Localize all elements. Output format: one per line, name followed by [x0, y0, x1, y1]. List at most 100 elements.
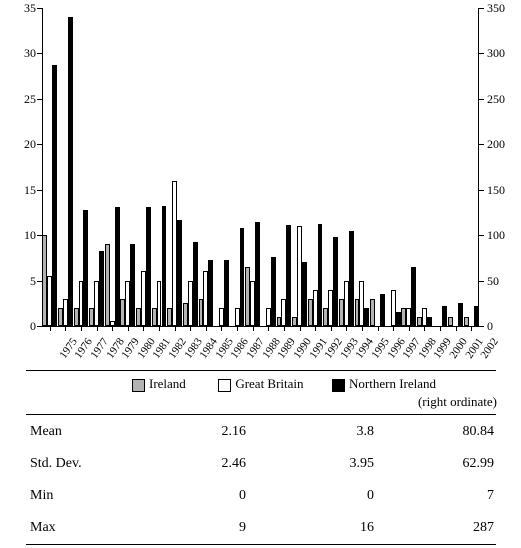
ytick-label-left: 30 [8, 46, 36, 61]
legend-swatch-ireland [132, 379, 145, 392]
chart: 0510152025303505010015020025030035019751… [42, 8, 479, 326]
xtick [268, 326, 269, 331]
xtick [128, 326, 129, 331]
xtick [409, 326, 410, 331]
bar-northern_ireland [411, 267, 416, 326]
bar-ireland [448, 317, 453, 326]
ytick-left [37, 190, 42, 191]
xtick [190, 326, 191, 331]
bar-northern_ireland [302, 262, 307, 326]
cell-ireland: 0 [206, 488, 246, 504]
ytick-left [37, 8, 42, 9]
bar-northern_ireland [99, 251, 104, 326]
bar-northern_ireland [130, 244, 135, 326]
bar-northern_ireland [442, 306, 447, 326]
cell-ireland: 2.16 [206, 424, 246, 440]
cell-ireland: 2.46 [206, 456, 246, 472]
cell-ireland: 9 [206, 520, 246, 536]
xtick [393, 326, 394, 331]
xtick [362, 326, 363, 331]
xtick [284, 326, 285, 331]
xtick [440, 326, 441, 331]
bar-northern_ireland [146, 207, 151, 326]
xtick [221, 326, 222, 331]
legend-label-ni: Northern Ireland [349, 376, 436, 391]
ytick-label-right: 300 [487, 46, 505, 61]
xtick [50, 326, 51, 331]
ytick-label-left: 10 [8, 228, 36, 243]
legend-label-gb: Great Britain [235, 376, 303, 391]
xtick [81, 326, 82, 331]
ytick-label-left: 5 [8, 274, 36, 289]
legend-label-ireland: Ireland [149, 376, 186, 391]
xtick [331, 326, 332, 331]
bar-northern_ireland [380, 294, 385, 326]
bar-northern_ireland [52, 65, 57, 326]
ytick-label-left: 20 [8, 137, 36, 152]
bar-northern_ireland [349, 231, 354, 326]
cell-gb: 16 [334, 520, 374, 536]
ytick-left [37, 235, 42, 236]
xtick [253, 326, 254, 331]
ytick-label-left: 25 [8, 92, 36, 107]
ytick-label-left: 35 [8, 1, 36, 16]
bar-northern_ireland [115, 207, 120, 326]
xtick [237, 326, 238, 331]
bar-northern_ireland [68, 17, 73, 326]
legend: Ireland Great Britain Northern Ireland (… [132, 376, 502, 392]
bar-northern_ireland [177, 220, 182, 326]
ytick-right [479, 144, 484, 145]
bar-northern_ireland [427, 317, 432, 326]
ytick-right [479, 8, 484, 9]
xtick [456, 326, 457, 331]
bar-ireland [464, 317, 469, 326]
bar-northern_ireland [255, 222, 260, 326]
bar-ireland [105, 244, 110, 326]
legend-swatch-ni [332, 379, 345, 392]
row-label: Std. Dev. [30, 456, 82, 472]
xtick [424, 326, 425, 331]
xtick [300, 326, 301, 331]
ytick-left [37, 53, 42, 54]
table-rule-header [26, 414, 496, 415]
ytick-left [37, 281, 42, 282]
legend-swatch-gb [218, 379, 231, 392]
cell-ni: 62.99 [444, 456, 494, 472]
xtick [315, 326, 316, 331]
bar-northern_ireland [162, 206, 167, 326]
xtick [471, 326, 472, 331]
bar-northern_ireland [224, 260, 229, 326]
bar-northern_ireland [240, 228, 245, 326]
xtick [65, 326, 66, 331]
ytick-right [479, 326, 484, 327]
bar-ireland [370, 299, 375, 326]
row-label: Min [30, 488, 53, 504]
bar-northern_ireland [364, 308, 369, 326]
xtick [97, 326, 98, 331]
bar-northern_ireland [271, 257, 276, 326]
cell-gb: 3.8 [334, 424, 374, 440]
ytick-label-right: 0 [487, 319, 493, 334]
ytick-right [479, 190, 484, 191]
bar-northern_ireland [474, 306, 479, 326]
bar-northern_ireland [208, 260, 213, 326]
bar-northern_ireland [83, 210, 88, 326]
ytick-right [479, 53, 484, 54]
bar-northern_ireland [318, 224, 323, 326]
xtick [175, 326, 176, 331]
cell-ni: 80.84 [444, 424, 494, 440]
legend-sublabel-ni: (right ordinate) [418, 394, 497, 410]
bar-northern_ireland [458, 303, 463, 326]
xtick [112, 326, 113, 331]
y-axis-right [478, 8, 479, 326]
ytick-right [479, 99, 484, 100]
x-axis [42, 326, 479, 327]
cell-gb: 3.95 [334, 456, 374, 472]
ytick-label-left: 0 [8, 319, 36, 334]
cell-gb: 0 [334, 488, 374, 504]
ytick-left [37, 144, 42, 145]
cell-ni: 287 [444, 520, 494, 536]
bar-northern_ireland [286, 225, 291, 326]
xtick [143, 326, 144, 331]
xtick [206, 326, 207, 331]
